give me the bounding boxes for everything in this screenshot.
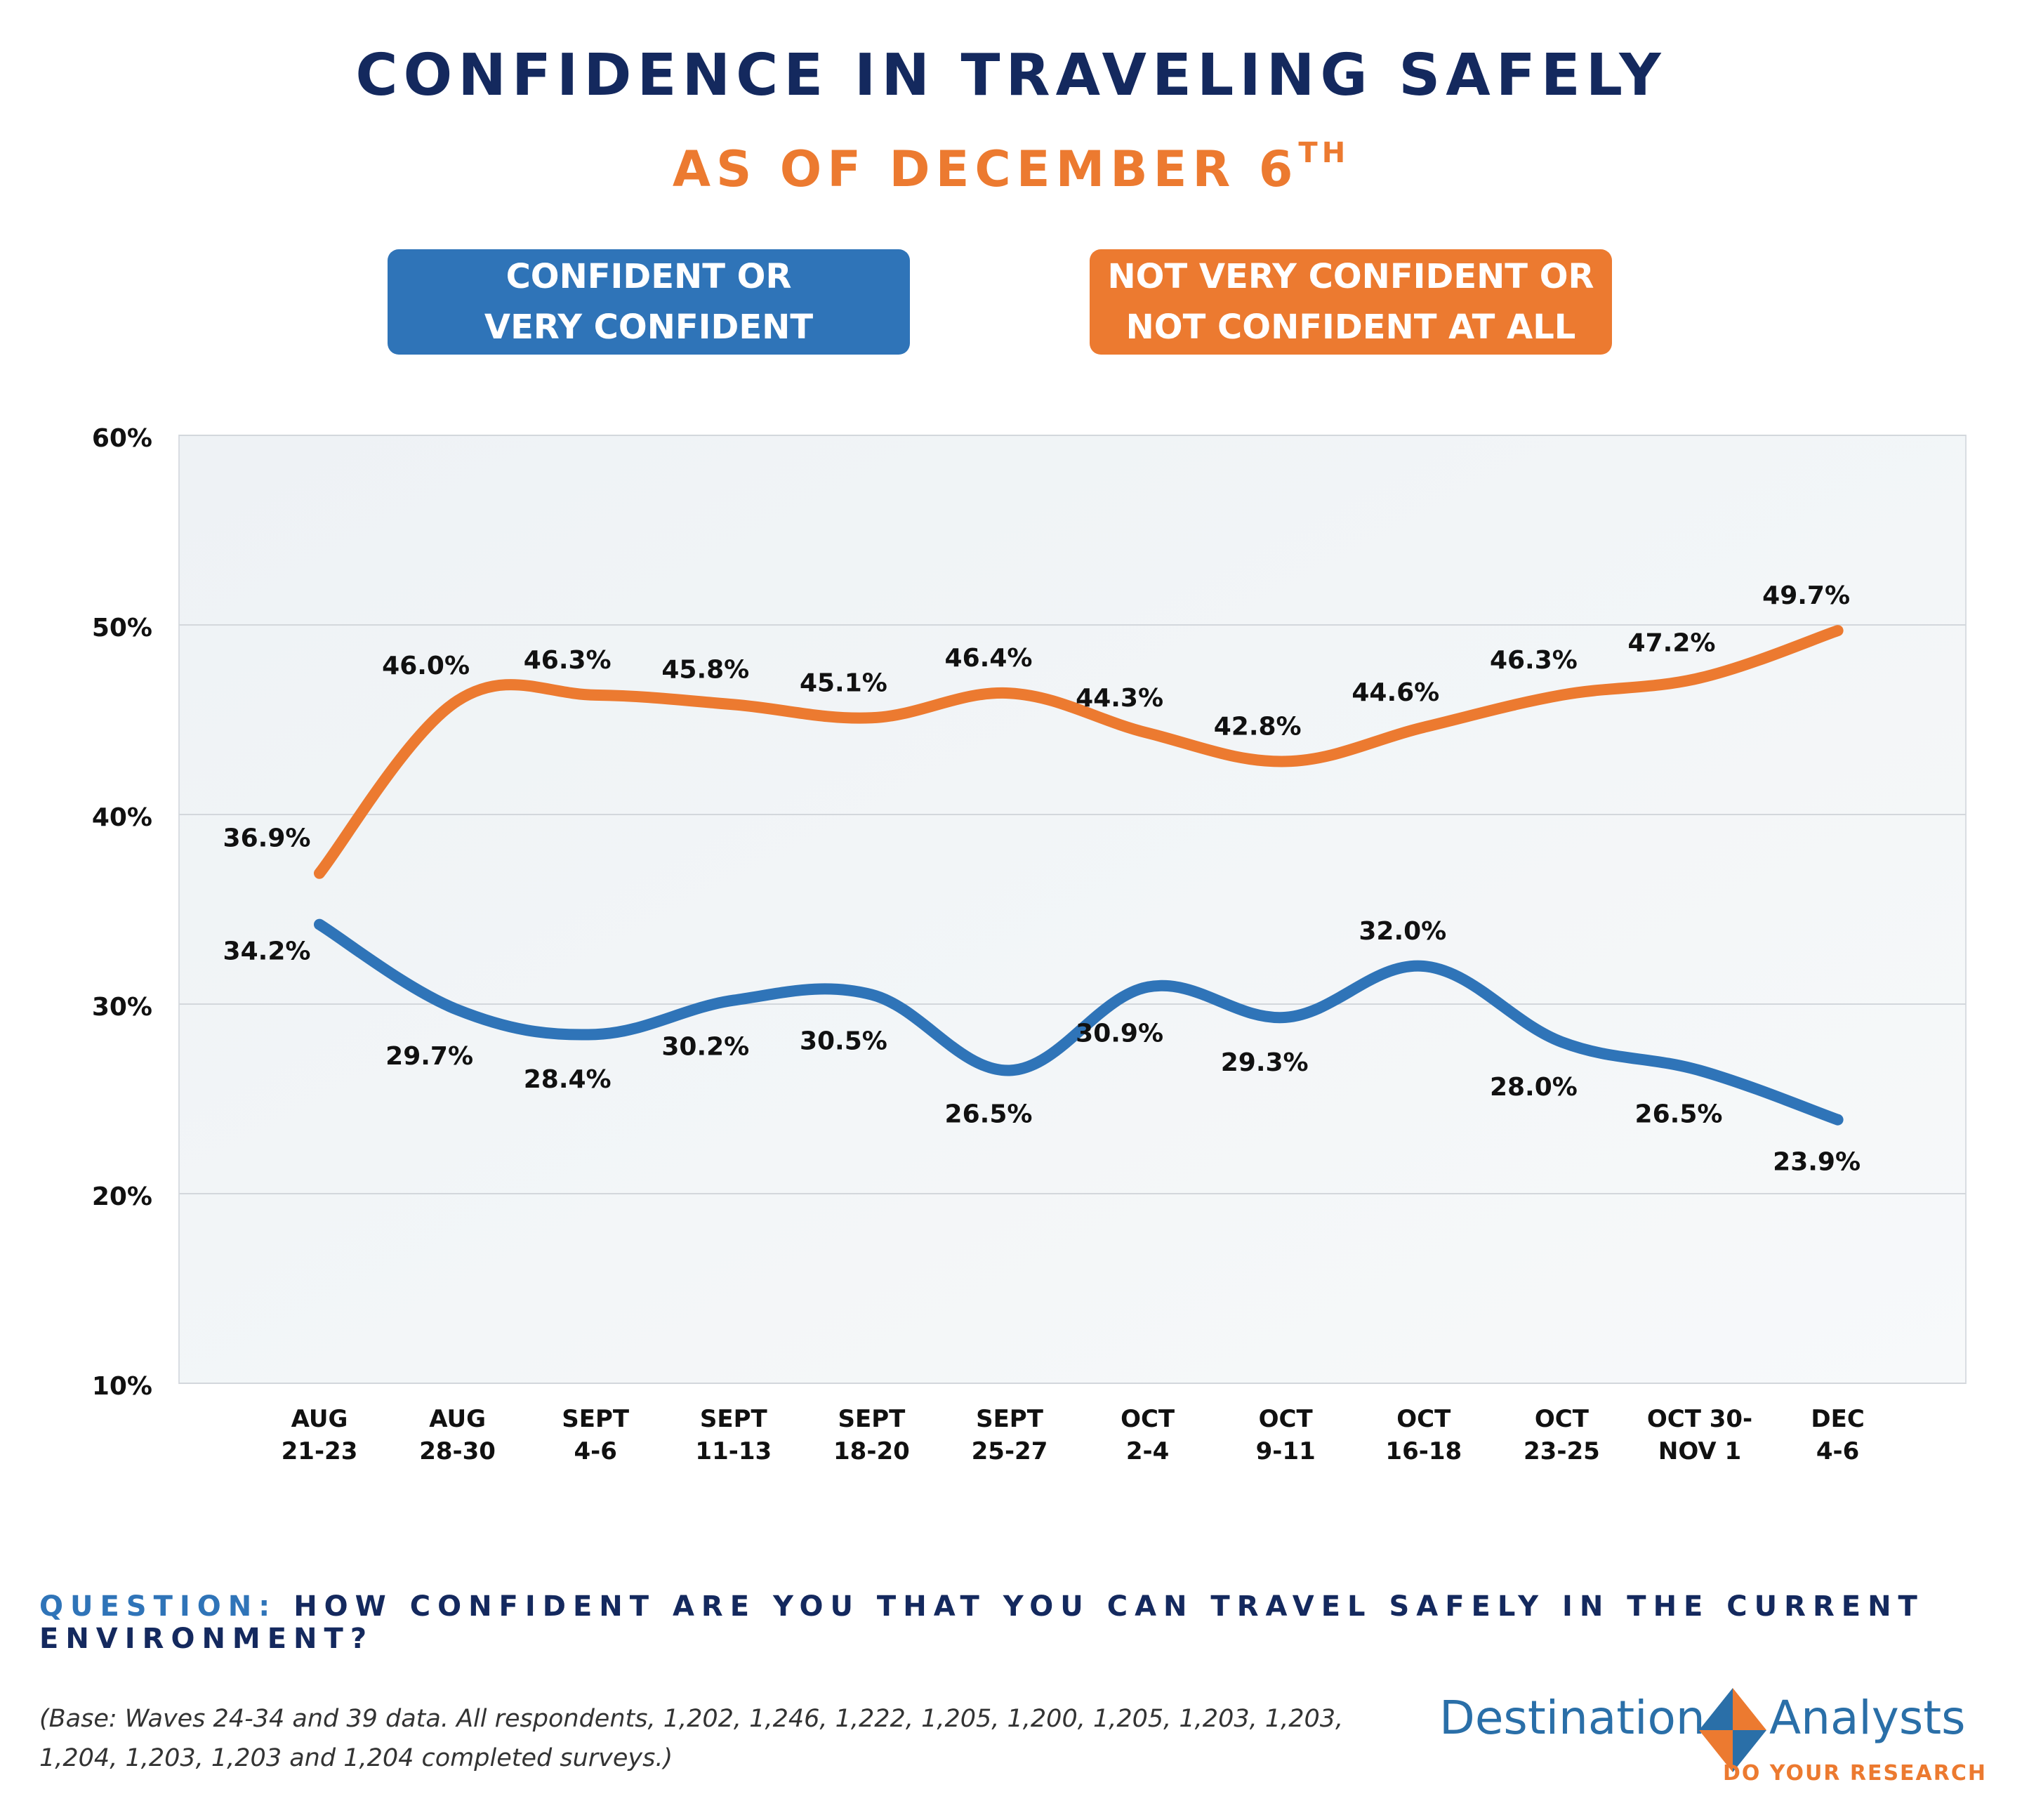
chart-title: CONFIDENCE IN TRAVELING SAFELY [355,42,1667,109]
chart-subtitle: AS OF DECEMBER 6TH [0,137,2022,198]
x-tick-label: OCT [1396,1405,1451,1433]
data-label-confident: 28.4% [524,1065,612,1094]
x-tick-label: OCT [1535,1405,1590,1433]
x-tick-label: DEC [1811,1405,1864,1433]
x-tick-label: 2-4 [1126,1437,1169,1465]
y-tick-label: 60% [92,424,152,453]
legend-not-confident-line1: NOT VERY CONFIDENT OR [1107,257,1594,296]
data-label-not-confident: 42.8% [1214,712,1302,741]
x-tick-label: SEPT [838,1405,906,1433]
x-tick-label: 21-23 [282,1437,358,1465]
gridlines [179,435,1966,1384]
x-axis-ticks: AUG 21-23 AUG 28-30 SEPT 4-6 SEPT 11-13 SEPT 18-2… [282,1405,1865,1465]
x-tick-label: 23-25 [1524,1437,1600,1465]
legend-confident-line2: VERY CONFIDENT [484,308,814,347]
data-label-not-confident: 46.0% [382,652,470,680]
data-label-not-confident: 44.3% [1076,684,1163,713]
data-label-confident: 26.5% [1635,1100,1723,1129]
x-tick-label: 11-13 [695,1437,772,1465]
legend-confident-line1: CONFIDENT OR [505,257,792,296]
data-label-not-confident: 36.9% [223,824,311,853]
logo-tagline: DO YOUR RESEARCH [1722,1761,1987,1786]
question-label: QUESTION: [39,1590,277,1623]
subtitle-superscript: TH [1298,137,1350,169]
logo-diamond-icon [1699,1688,1766,1772]
data-label-not-confident: 46.3% [1490,646,1578,675]
x-tick-label: 9-11 [1256,1437,1316,1465]
data-label-confident: 32.0% [1359,917,1446,946]
y-tick-label: 10% [92,1372,152,1401]
data-label-confident: 23.9% [1773,1148,1861,1177]
data-label-not-confident: 45.1% [800,668,887,697]
survey-question: QUESTION: HOW CONFIDENT ARE YOU THAT YOU… [39,1590,1991,1655]
legend-not-confident-line2: NOT CONFIDENT AT ALL [1125,308,1576,347]
base-note-line2: 1,204, 1,203, 1,203 and 1,204 completed … [39,1744,673,1772]
data-label-confident: 30.9% [1076,1020,1163,1048]
plot-background [178,435,1967,1384]
data-label-not-confident: 47.2% [1628,629,1716,658]
x-tick-label: 4-6 [574,1437,616,1465]
data-label-not-confident: 46.4% [945,644,1033,673]
data-label-not-confident: 45.8% [661,655,749,684]
plot-panel [178,435,1967,1384]
data-label-confident: 30.5% [800,1027,887,1056]
logo-left-word: Destination [1439,1691,1705,1745]
x-tick-label: AUG [291,1405,348,1433]
data-labels: 34.2% 29.7% 28.4% 30.2% 30.5% 26.5% 30.9% 29.3%… [223,581,1861,1177]
chart-area: 10% 20% 30% 40% 50% 60% AUG 21-23 AUG 28-30 SEPT 4… [0,407,2022,1489]
data-label-confident: 34.2% [223,937,311,966]
x-tick-label: OCT 30- [1647,1405,1752,1433]
x-tick-label: 4-6 [1816,1437,1859,1465]
data-label-not-confident: 49.7% [1762,581,1850,610]
logo-right-word: Analysts [1769,1691,1966,1745]
line-chart: 10% 20% 30% 40% 50% 60% AUG 21-23 AUG 28-30 SEPT 4… [92,424,1967,1465]
y-tick-label: 20% [92,1182,152,1211]
legend-not-confident: NOT VERY CONFIDENT OR NOT CONFIDENT AT A… [1090,249,1612,355]
y-tick-label: 40% [92,803,152,832]
y-tick-label: 50% [92,614,152,642]
base-note-line1: (Base: Waves 24-34 and 39 data. All resp… [39,1705,1344,1733]
data-label-confident: 29.3% [1221,1048,1309,1077]
data-label-confident: 29.7% [385,1042,473,1071]
x-tick-label: SEPT [562,1405,630,1433]
x-tick-label: AUG [429,1405,486,1433]
y-axis-ticks: 10% 20% 30% 40% 50% 60% [92,424,152,1401]
data-label-confident: 30.2% [661,1033,749,1062]
destination-analysts-logo: Destination Analysts DO YOUR RESEARCH [1432,1685,1994,1791]
x-tick-label: OCT [1121,1405,1175,1433]
question-text: HOW CONFIDENT ARE YOU THAT YOU CAN TRAVE… [39,1590,1924,1655]
x-tick-label: SEPT [976,1405,1044,1433]
x-tick-label: 25-27 [972,1437,1048,1465]
x-tick-label: NOV 1 [1658,1437,1741,1465]
series-line-confident [314,918,1844,1126]
legend-confident: CONFIDENT OR VERY CONFIDENT [388,249,910,355]
series-line-not-confident [314,625,1844,879]
data-label-confident: 28.0% [1490,1073,1578,1102]
subtitle-text: AS OF DECEMBER 6 [672,140,1299,198]
data-label-not-confident: 46.3% [524,646,612,675]
data-label-confident: 26.5% [945,1100,1033,1129]
x-tick-label: 16-18 [1385,1437,1462,1465]
series-lines [314,625,1844,1126]
x-tick-label: SEPT [700,1405,768,1433]
y-tick-label: 30% [92,993,152,1022]
base-note: (Base: Waves 24-34 and 39 data. All resp… [39,1699,1387,1778]
x-tick-label: 18-20 [833,1437,910,1465]
x-tick-label: OCT [1259,1405,1314,1433]
data-label-not-confident: 44.6% [1352,678,1439,707]
x-tick-label: 28-30 [419,1437,496,1465]
